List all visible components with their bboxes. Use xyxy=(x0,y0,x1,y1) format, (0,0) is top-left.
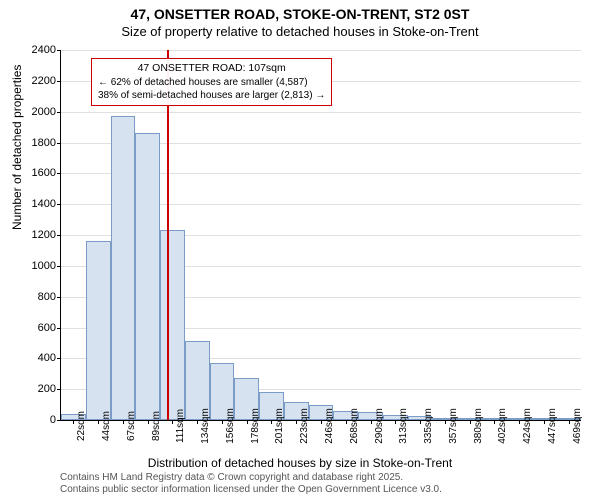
xtick-mark xyxy=(123,420,124,424)
ytick-label: 1400 xyxy=(32,198,56,210)
ytick-label: 1600 xyxy=(32,167,56,179)
xtick-mark xyxy=(148,420,149,424)
ytick-mark xyxy=(57,389,61,390)
xtick-mark xyxy=(73,420,74,424)
xtick-mark xyxy=(544,420,545,424)
ytick-label: 0 xyxy=(50,414,56,426)
x-axis-label: Distribution of detached houses by size … xyxy=(0,456,600,470)
xtick-mark xyxy=(445,420,446,424)
xtick-mark xyxy=(172,420,173,424)
footer-line-1: Contains HM Land Registry data © Crown c… xyxy=(60,472,442,484)
ytick-mark xyxy=(57,266,61,267)
gridline xyxy=(61,50,581,51)
ytick-label: 2000 xyxy=(32,106,56,118)
chart-subtitle: Size of property relative to detached ho… xyxy=(0,24,600,39)
xtick-label: 402sqm xyxy=(497,408,508,444)
xtick-mark xyxy=(494,420,495,424)
gridline xyxy=(61,112,581,113)
histogram-bar xyxy=(160,230,185,420)
histogram-bar xyxy=(111,116,136,420)
xtick-label: 380sqm xyxy=(473,408,484,444)
ytick-mark xyxy=(57,204,61,205)
histogram-bar xyxy=(135,133,160,420)
ytick-label: 2400 xyxy=(32,44,56,56)
chart-container: 47, ONSETTER ROAD, STOKE-ON-TRENT, ST2 0… xyxy=(0,0,600,500)
xtick-mark xyxy=(321,420,322,424)
xtick-mark xyxy=(519,420,520,424)
ytick-mark xyxy=(57,235,61,236)
xtick-label: 424sqm xyxy=(522,408,533,444)
xtick-mark xyxy=(296,420,297,424)
ytick-mark xyxy=(57,112,61,113)
ytick-label: 2200 xyxy=(32,75,56,87)
ytick-mark xyxy=(57,358,61,359)
ytick-mark xyxy=(57,81,61,82)
xtick-mark xyxy=(197,420,198,424)
xtick-label: 447sqm xyxy=(547,408,558,444)
histogram-bar xyxy=(86,241,111,420)
xtick-mark xyxy=(346,420,347,424)
xtick-mark xyxy=(470,420,471,424)
ytick-label: 1200 xyxy=(32,229,56,241)
ytick-mark xyxy=(57,143,61,144)
xtick-label: 313sqm xyxy=(398,408,409,444)
xtick-label: 290sqm xyxy=(374,408,385,444)
xtick-mark xyxy=(420,420,421,424)
xtick-label: 335sqm xyxy=(423,408,434,444)
xtick-mark xyxy=(271,420,272,424)
xtick-mark xyxy=(247,420,248,424)
xtick-label: 469sqm xyxy=(572,408,583,444)
footer-line-2: Contains public sector information licen… xyxy=(60,484,442,496)
xtick-label: 357sqm xyxy=(448,408,459,444)
xtick-mark xyxy=(569,420,570,424)
attribution-footer: Contains HM Land Registry data © Crown c… xyxy=(60,472,442,496)
xtick-mark xyxy=(395,420,396,424)
chart-title: 47, ONSETTER ROAD, STOKE-ON-TRENT, ST2 0… xyxy=(0,0,600,22)
ytick-mark xyxy=(57,328,61,329)
annotation-line: 38% of semi-detached houses are larger (… xyxy=(98,89,325,102)
ytick-label: 800 xyxy=(38,291,56,303)
ytick-mark xyxy=(57,420,61,421)
plot-area: 0200400600800100012001400160018002000220… xyxy=(60,50,581,421)
ytick-mark xyxy=(57,297,61,298)
ytick-label: 600 xyxy=(38,322,56,334)
y-axis-label: Number of detached properties xyxy=(10,65,24,230)
xtick-mark xyxy=(371,420,372,424)
ytick-label: 1000 xyxy=(32,260,56,272)
xtick-mark xyxy=(222,420,223,424)
ytick-mark xyxy=(57,173,61,174)
annotation-box: 47 ONSETTER ROAD: 107sqm← 62% of detache… xyxy=(91,58,332,106)
ytick-label: 1800 xyxy=(32,137,56,149)
xtick-mark xyxy=(98,420,99,424)
ytick-label: 200 xyxy=(38,383,56,395)
ytick-mark xyxy=(57,50,61,51)
annotation-title: 47 ONSETTER ROAD: 107sqm xyxy=(98,62,325,76)
annotation-line: ← 62% of detached houses are smaller (4,… xyxy=(98,76,325,89)
ytick-label: 400 xyxy=(38,352,56,364)
